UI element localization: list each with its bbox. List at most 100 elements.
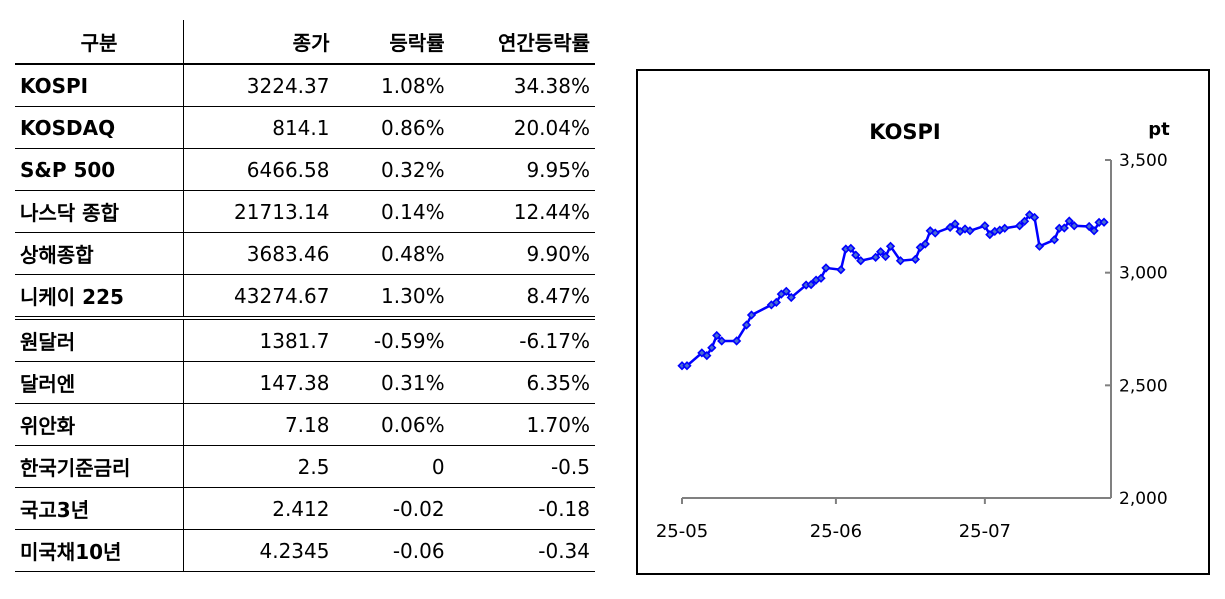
column-header: 연간등락률	[449, 20, 595, 65]
data-point-marker	[682, 361, 692, 371]
column-header: 구분	[15, 20, 184, 65]
kospi-chart: KOSPI pt 2,000 2,500 3,000 3,500 25-05 25-06 2…	[636, 69, 1210, 575]
cell-value: -0.59%	[334, 318, 450, 362]
data-point-marker	[950, 219, 960, 229]
x-tick-label: 25-06	[810, 521, 862, 542]
data-point-marker	[930, 228, 940, 238]
row-label: 위안화	[15, 403, 184, 446]
data-point-marker	[875, 247, 886, 257]
data-point-marker	[1049, 235, 1060, 245]
cell-value: 6466.58	[183, 148, 335, 191]
cell-value: -6.17%	[449, 318, 595, 362]
row-label: KOSPI	[15, 64, 184, 107]
cell-value: 1381.7	[183, 318, 335, 362]
cell-value: 34.38%	[449, 64, 595, 107]
data-point-marker	[702, 350, 712, 361]
cell-value: 0	[334, 445, 450, 488]
cell-value: -0.18	[449, 487, 595, 530]
row-label: 미국채10년	[15, 529, 184, 572]
data-point-marker	[1064, 216, 1074, 226]
data-point-marker	[920, 239, 930, 249]
market-summary-table: 구분 종가 등락률 연간등락률 KOSPI 3224.37 1.08% 34.38% KOSD…	[15, 20, 595, 572]
column-header: 등락률	[334, 20, 450, 65]
cell-value: 3224.37	[183, 64, 335, 107]
data-point-marker	[915, 242, 925, 253]
row-label: KOSDAQ	[15, 106, 184, 149]
x-tick-label: 25-05	[656, 521, 708, 542]
cell-value: 7.18	[183, 403, 335, 446]
cell-value: 814.1	[183, 106, 335, 149]
data-point-marker	[895, 256, 906, 266]
data-point-marker	[741, 320, 752, 330]
data-point-marker	[880, 251, 891, 262]
cell-value: 2.412	[183, 487, 335, 530]
data-point-marker	[1089, 226, 1099, 236]
cell-value: 0.86%	[334, 106, 450, 149]
data-point-marker	[1000, 223, 1010, 233]
table-row: 상해종합 3683.46 0.48% 9.90%	[15, 232, 595, 275]
data-point-marker	[707, 343, 717, 353]
cell-value: -0.34	[449, 529, 595, 572]
cell-value: 3683.46	[183, 232, 335, 275]
cell-value: -0.5	[449, 445, 595, 488]
data-point-marker	[1059, 223, 1069, 233]
data-point-marker	[965, 226, 975, 236]
data-point-marker	[746, 310, 757, 320]
cell-value: 0.31%	[334, 361, 450, 404]
table-row: KOSDAQ 814.1 0.86% 20.04%	[15, 106, 595, 149]
cell-value: 8.47%	[449, 274, 595, 320]
row-label: S&P 500	[15, 148, 184, 191]
cell-value: 0.32%	[334, 148, 450, 191]
data-point-marker	[871, 252, 881, 262]
cell-value: 0.06%	[334, 403, 450, 446]
data-point-marker	[910, 254, 920, 265]
table-row: KOSPI 3224.37 1.08% 34.38%	[15, 64, 595, 107]
data-point-marker	[1029, 212, 1040, 223]
data-point-marker	[1099, 217, 1109, 227]
table-row: 위안화 7.18 0.06% 1.70%	[15, 403, 595, 446]
table-row: 미국채10년 4.2345 -0.06 -0.34	[15, 529, 595, 572]
data-point-marker	[712, 330, 722, 341]
table-row: 달러엔 147.38 0.31% 6.35%	[15, 361, 595, 404]
data-point-marker	[806, 279, 816, 290]
data-point-marker	[1034, 241, 1045, 251]
y-tick-label: 2,500	[1119, 376, 1168, 396]
data-point-marker	[945, 222, 955, 233]
data-point-marker	[885, 241, 896, 251]
cell-value: 2.5	[183, 445, 335, 488]
data-point-marker	[846, 243, 856, 253]
data-point-marker	[836, 265, 846, 275]
table-row: 니케이 225 43274.67 1.30% 8.47%	[15, 274, 595, 320]
data-point-marker	[1019, 216, 1030, 226]
data-point-marker	[856, 256, 866, 266]
kospi-series-line	[682, 213, 1105, 367]
table-header-row: 구분 종가 등락률 연간등락률	[15, 20, 595, 65]
row-label: 국고3년	[15, 487, 184, 530]
data-point-marker	[1069, 221, 1079, 231]
cell-value: 1.08%	[334, 64, 450, 107]
data-point-marker	[786, 292, 796, 303]
cell-value: 147.38	[183, 361, 335, 404]
row-label: 원달러	[15, 318, 184, 362]
data-point-marker	[781, 286, 791, 297]
row-label: 달러엔	[15, 361, 184, 404]
x-tick-label: 25-07	[959, 521, 1011, 542]
cell-value: -0.02	[334, 487, 450, 530]
data-point-marker	[821, 263, 831, 273]
data-point-marker	[1014, 221, 1025, 231]
cell-value: 1.30%	[334, 274, 450, 320]
cell-value: 4.2345	[183, 529, 335, 572]
cell-value: 12.44%	[449, 190, 595, 233]
cell-value: 0.14%	[334, 190, 450, 233]
kospi-chart-svg: KOSPI pt 2,000 2,500 3,000 3,500 25-05 25-06 2…	[656, 119, 1170, 542]
y-axis-label: pt	[1148, 119, 1170, 140]
table-row: 국고3년 2.412 -0.02 -0.18	[15, 487, 595, 530]
cell-value: 6.35%	[449, 361, 595, 404]
data-point-marker	[851, 250, 861, 260]
data-point-marker	[717, 336, 727, 346]
cell-value: 21713.14	[183, 190, 335, 233]
cell-value: -0.06	[334, 529, 450, 572]
data-point-marker	[1084, 221, 1094, 232]
column-header: 종가	[183, 20, 335, 65]
row-label: 상해종합	[15, 232, 184, 275]
